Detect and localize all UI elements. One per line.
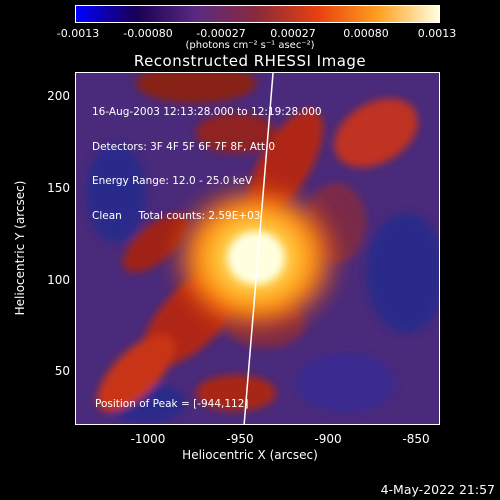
observation-info: 16-Aug-2003 12:13:28.000 to 12:19:28.000… [92,84,322,234]
colorbar-tick: 0.00080 [343,27,389,40]
solar-limb [243,73,274,424]
y-tick-label: 100 [47,273,70,287]
info-line: Clean Total counts: 2.59E+03 [92,209,261,222]
info-line: Energy Range: 12.0 - 25.0 keV [92,175,253,187]
colorbar [75,5,440,23]
y-axis-label: Heliocentric Y (arcsec) [13,180,27,316]
x-tick-label: -1000 [130,432,166,446]
peak-core [228,232,284,284]
x-tick-label: -950 [226,432,254,446]
y-tick-label: 150 [47,181,70,195]
y-tick-label: 200 [47,89,70,103]
info-line: 16-Aug-2003 12:13:28.000 to 12:19:28.000 [92,106,322,118]
info-line: Detectors: 3F 4F 5F 6F 7F 8F, Att 0 [92,140,276,153]
plot-timestamp: 4-May-2022 21:57 [380,482,495,497]
colorbar-tick: 0.0013 [417,27,457,40]
plot-title: Reconstructed RHESSI Image [133,52,367,70]
x-tick-label: -900 [314,432,342,446]
colorbar-tick: -0.0013 [56,27,100,40]
colorbar-units: (photons cm⁻² s⁻¹ asec⁻²) [185,40,315,51]
colorbar-tick: -0.00080 [123,27,173,40]
colorbar-tick: 0.00027 [270,27,316,40]
colorbar-tick: -0.00027 [196,27,246,40]
x-axis-label: Heliocentric X (arcsec) [182,448,318,462]
y-tick-label: 50 [54,364,70,378]
x-tick-label: -850 [402,432,430,446]
peak-position-label: Position of Peak = [-944,112] [95,398,249,410]
image-canvas [76,73,439,424]
rhessi-image [75,72,440,425]
